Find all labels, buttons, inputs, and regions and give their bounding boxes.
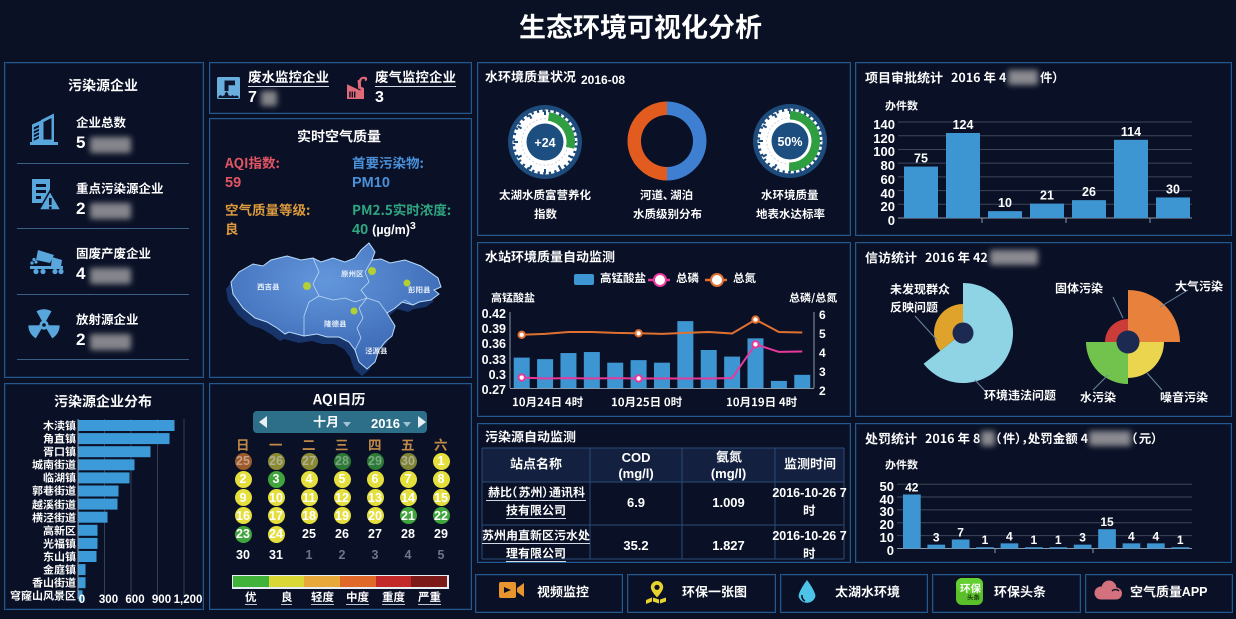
svg-text:1: 1 — [1177, 533, 1184, 547]
svg-text:114: 114 — [1121, 125, 1141, 139]
svg-text:10: 10 — [998, 196, 1012, 210]
svg-text:3: 3 — [933, 531, 940, 545]
svg-text:26: 26 — [1082, 185, 1096, 199]
svg-text:+24: +24 — [534, 136, 555, 150]
svg-text:4: 4 — [1128, 529, 1135, 543]
svg-text:7: 7 — [957, 525, 964, 539]
svg-text:50%: 50% — [777, 135, 802, 149]
svg-text:1: 1 — [1055, 533, 1062, 547]
svg-text:42: 42 — [905, 480, 919, 494]
svg-text:21: 21 — [1040, 189, 1054, 203]
svg-text:1: 1 — [1030, 533, 1037, 547]
svg-text:30: 30 — [1166, 182, 1180, 196]
svg-text:4: 4 — [1152, 529, 1159, 543]
svg-text:75: 75 — [914, 152, 928, 166]
svg-text:1: 1 — [982, 533, 989, 547]
svg-text:3: 3 — [1079, 531, 1086, 545]
svg-text:4: 4 — [1006, 529, 1013, 543]
svg-text:124: 124 — [953, 118, 974, 132]
svg-text:15: 15 — [1100, 515, 1114, 529]
